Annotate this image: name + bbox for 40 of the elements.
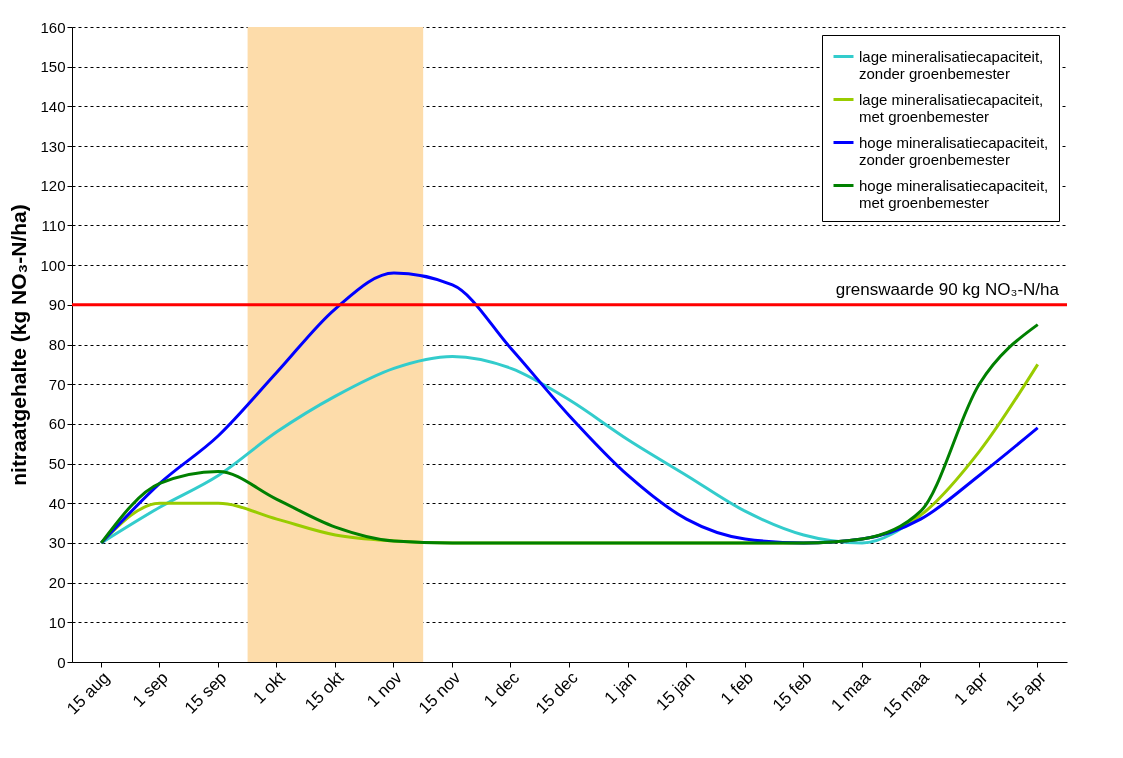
x-tick-label: 1 feb — [716, 668, 758, 709]
y-tick-label: 0 — [57, 653, 66, 671]
x-tick-label: 15 maa — [879, 667, 934, 722]
x-tick-label: 1 apr — [950, 667, 992, 709]
x-tick-label: 15 feb — [768, 668, 816, 715]
x-tick-label: 15 sep — [180, 668, 231, 718]
y-tick-label: 90 — [48, 296, 66, 314]
y-tick-label: 110 — [41, 216, 66, 234]
x-tick-label: 1 jan — [600, 668, 641, 708]
y-tick-label: 10 — [48, 613, 66, 631]
y-tick-label: 160 — [40, 18, 66, 36]
x-tick-label: 1 maa — [827, 667, 875, 715]
y-tick-label: 70 — [48, 375, 66, 393]
x-tick-label: 1 sep — [128, 668, 172, 711]
y-tick-label: 120 — [40, 177, 66, 195]
y-tick-label: 100 — [40, 256, 66, 274]
x-tick-label: 1 dec — [480, 667, 524, 711]
y-tick-label: 140 — [40, 97, 66, 115]
x-tick-label: 15 dec — [531, 667, 582, 718]
legend-label: hoge mineralisatiecapaciteit, met groenbemester — [859, 176, 1049, 211]
legend-label: lage mineralisatiecapaciteit, met groenbemester — [859, 90, 1044, 125]
legend-label: lage mineralisatiecapaciteit, zonder groenbemester — [859, 47, 1044, 82]
ref-line-label: grenswaarde 90 kg NO₃-N/ha — [835, 279, 1060, 299]
y-tick-label: 30 — [48, 534, 66, 552]
y-tick-label: 40 — [48, 494, 66, 512]
legend-label: hoge mineralisatiecapaciteit, zonder groenbemester — [859, 133, 1049, 168]
x-tick-label: 15 apr — [1002, 667, 1050, 716]
x-tick-label: 15 aug — [63, 668, 114, 719]
y-tick-label: 50 — [48, 455, 66, 473]
x-tick-label: 1 nov — [363, 667, 407, 711]
x-tick-label: 15 okt — [301, 667, 348, 715]
y-tick-label: 130 — [40, 137, 66, 155]
x-tick-label: 15 jan — [652, 668, 699, 715]
y-tick-label: 60 — [48, 415, 66, 433]
y-tick-label: 20 — [48, 574, 66, 592]
x-tick-label: 15 nov — [414, 667, 465, 718]
y-tick-label: 80 — [48, 336, 66, 353]
x-tick-label: 1 okt — [249, 667, 290, 708]
y-axis-title: nitraatgehalte (kg NO₃-N/ha) — [7, 204, 31, 486]
y-tick-label: 150 — [40, 58, 66, 76]
